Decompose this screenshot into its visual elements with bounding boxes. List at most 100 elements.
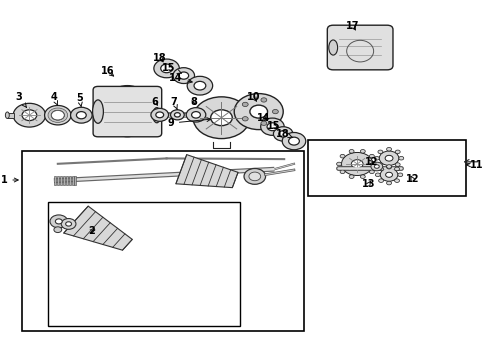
Circle shape [380,168,398,181]
Circle shape [340,170,345,174]
Circle shape [187,76,213,95]
Circle shape [45,105,71,125]
Bar [72,176,74,185]
Circle shape [374,165,379,168]
Circle shape [337,162,342,166]
Circle shape [387,148,392,151]
Text: 4: 4 [50,92,57,105]
Circle shape [71,107,92,123]
Text: 14: 14 [257,113,270,123]
Circle shape [395,163,400,166]
Polygon shape [64,206,132,250]
Bar [57,176,59,185]
Circle shape [387,181,392,185]
Circle shape [349,149,354,153]
Circle shape [171,110,184,120]
Bar [308,140,466,196]
Ellipse shape [119,130,136,137]
Circle shape [398,173,403,177]
Text: 18: 18 [153,53,167,63]
Circle shape [378,150,383,154]
Bar [7,113,14,118]
Circle shape [395,150,400,154]
Text: 9: 9 [167,118,211,128]
Ellipse shape [117,85,138,94]
Circle shape [378,163,383,166]
Circle shape [394,179,399,183]
Bar [22,151,304,331]
Circle shape [54,227,62,233]
Text: 11: 11 [466,160,484,170]
Circle shape [375,173,380,177]
Circle shape [242,117,248,121]
Bar [74,176,76,185]
Circle shape [261,98,267,102]
Text: 5: 5 [76,93,83,106]
Circle shape [50,215,68,228]
Text: 6: 6 [151,96,158,107]
Circle shape [387,165,392,169]
Circle shape [360,149,365,153]
Circle shape [242,102,248,107]
Circle shape [76,112,86,119]
Circle shape [244,168,266,184]
Text: 8: 8 [191,96,197,107]
Text: 17: 17 [346,21,360,31]
Circle shape [282,132,306,150]
Circle shape [340,154,345,158]
Circle shape [279,131,288,137]
Circle shape [48,108,68,122]
Circle shape [234,94,283,130]
Ellipse shape [329,40,338,55]
Bar [66,176,68,185]
Circle shape [13,103,46,127]
Text: 14: 14 [169,73,192,84]
Circle shape [22,110,37,121]
Bar [69,176,71,185]
Text: 1: 1 [0,175,18,185]
Circle shape [211,110,232,126]
Text: 12: 12 [406,174,419,184]
Circle shape [360,175,365,179]
Circle shape [174,113,180,117]
Circle shape [51,111,64,120]
FancyBboxPatch shape [327,25,393,70]
Circle shape [173,68,195,84]
Bar [60,176,62,185]
Circle shape [387,165,392,168]
Circle shape [351,160,363,168]
Circle shape [399,156,404,160]
Circle shape [192,112,200,118]
Circle shape [55,219,62,224]
Circle shape [273,127,293,141]
Circle shape [261,118,284,135]
Circle shape [267,123,278,131]
Circle shape [272,109,278,114]
Circle shape [394,167,399,171]
Text: 13: 13 [362,179,376,189]
Circle shape [379,179,384,183]
Text: 3: 3 [15,92,26,107]
Text: 18: 18 [276,129,293,139]
Circle shape [349,175,354,179]
Text: 16: 16 [101,66,115,76]
Circle shape [250,105,268,118]
FancyBboxPatch shape [93,86,162,137]
Circle shape [373,162,378,166]
Circle shape [194,81,206,90]
Circle shape [61,219,76,229]
Circle shape [51,111,64,120]
Text: 7: 7 [171,96,177,109]
Circle shape [371,162,383,171]
Ellipse shape [93,100,103,123]
Circle shape [186,108,206,122]
Circle shape [249,172,261,181]
Circle shape [385,156,393,161]
Circle shape [369,154,374,158]
Ellipse shape [153,108,161,123]
Text: 15: 15 [267,121,280,131]
Circle shape [179,72,189,79]
Ellipse shape [5,112,9,118]
Circle shape [261,121,267,125]
Text: 15: 15 [162,63,181,73]
